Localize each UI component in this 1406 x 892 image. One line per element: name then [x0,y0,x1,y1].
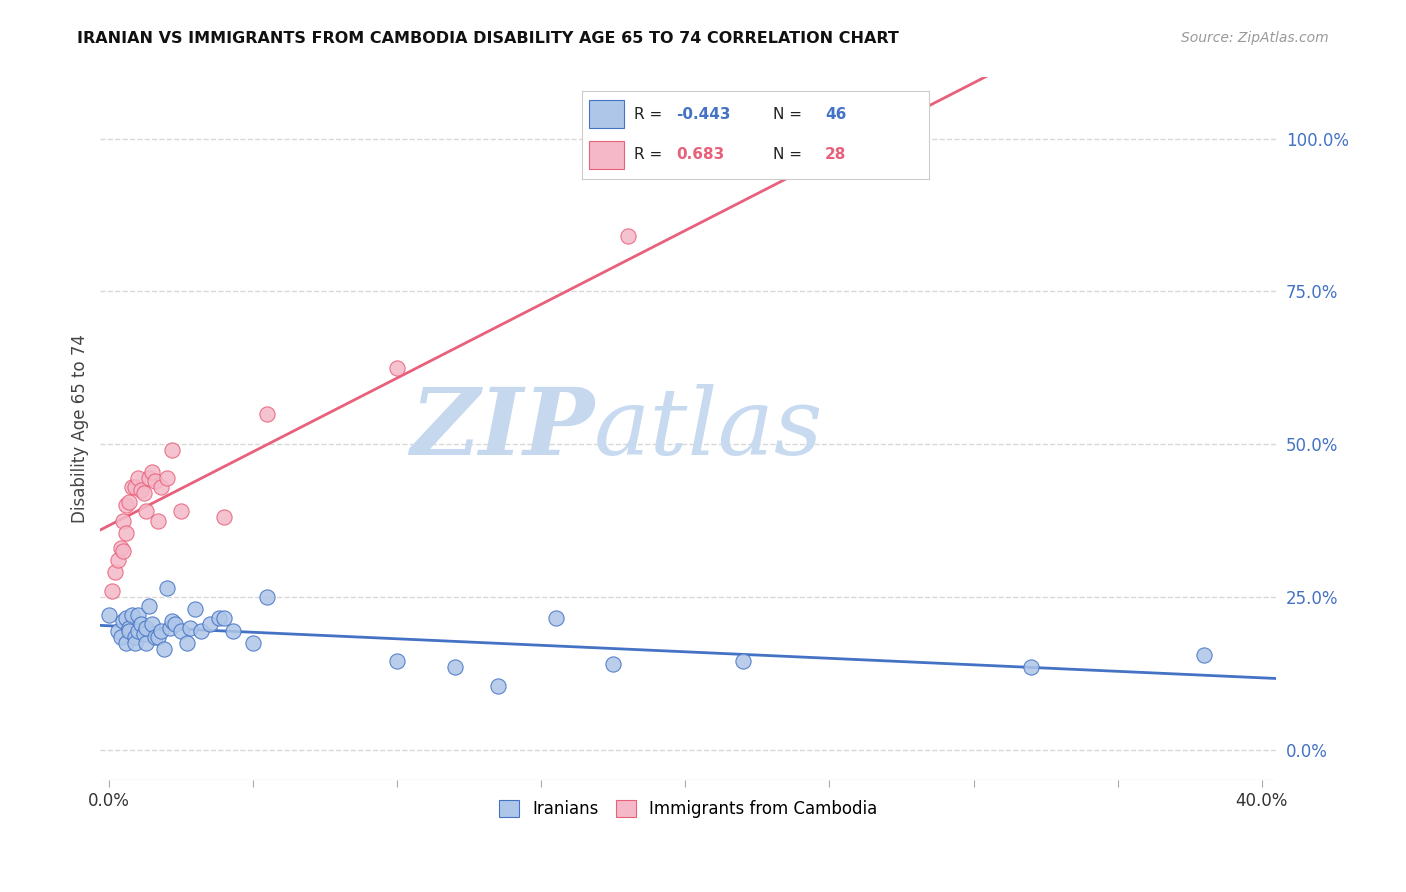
Point [149,480,172,494]
Y-axis label: Disability Age 65 to 74: Disability Age 65 to 74 [72,334,89,524]
Point [135,504,157,518]
Point [129,483,152,497]
Point [127,471,149,485]
Point [115,525,138,540]
Point [143,474,166,488]
Point [107,624,129,638]
Point [112,544,135,558]
Point [486,679,509,693]
Point [101,583,124,598]
Point [385,654,408,668]
Point [162,615,184,629]
Point [132,626,155,640]
Point [112,514,135,528]
Point [214,611,236,625]
Point [149,624,172,638]
Point [146,514,169,528]
Point [138,599,160,613]
Point [115,636,138,650]
Point [138,471,160,485]
Point [156,471,179,485]
Point [170,504,193,518]
Point [135,620,157,634]
Text: atlas: atlas [595,384,824,474]
Text: Source: ZipAtlas.com: Source: ZipAtlas.com [1181,31,1329,45]
Point [152,641,174,656]
Point [222,624,245,638]
Point [443,660,465,674]
Point [127,624,149,638]
Point [107,553,129,567]
Point [141,617,163,632]
Point [115,498,138,512]
Point [118,624,141,638]
Point [184,602,207,616]
Point [544,611,567,625]
Point [256,407,278,421]
Point [118,620,141,634]
Point [1192,648,1215,662]
Point [385,360,408,375]
Point [124,636,146,650]
Point [104,566,127,580]
Point [256,590,278,604]
Point [143,630,166,644]
Point [141,465,163,479]
Point [110,630,132,644]
Point [165,617,187,632]
Point [242,636,264,650]
Point [207,611,229,625]
Point [162,443,184,458]
Point [214,510,236,524]
Point [179,620,201,634]
Point [731,654,754,668]
Point [170,624,193,638]
Point [110,541,132,555]
Point [124,480,146,494]
Point [121,608,143,623]
Point [1019,660,1042,674]
Point [904,131,927,145]
Point [118,495,141,509]
Legend: Iranians, Immigrants from Cambodia: Iranians, Immigrants from Cambodia [492,793,884,825]
Point [135,636,157,650]
Point [616,229,638,244]
Point [159,620,181,634]
Point [98,608,121,623]
Point [115,611,138,625]
Point [146,630,169,644]
Point [127,608,149,623]
Text: ZIP: ZIP [411,384,595,474]
Point [129,617,152,632]
Text: IRANIAN VS IMMIGRANTS FROM CAMBODIA DISABILITY AGE 65 TO 74 CORRELATION CHART: IRANIAN VS IMMIGRANTS FROM CAMBODIA DISA… [77,31,900,46]
Point [198,617,221,632]
Point [190,624,212,638]
Point [121,480,143,494]
Point [112,615,135,629]
Point [132,486,155,500]
Point [602,657,624,672]
Point [124,630,146,644]
Point [156,581,179,595]
Point [176,636,198,650]
